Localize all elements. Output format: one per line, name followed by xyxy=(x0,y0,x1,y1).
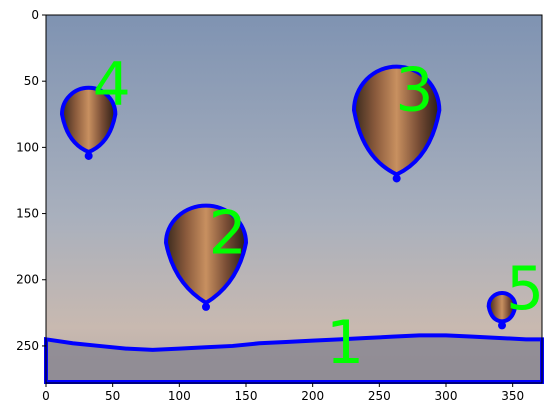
x-tick-label: 250 xyxy=(368,389,391,403)
balloon-label-5: 5 xyxy=(506,254,544,324)
balloon-5 xyxy=(486,291,518,324)
x-tick-label: 50 xyxy=(105,389,120,403)
balloon-4 xyxy=(59,85,118,155)
balloon-label-1: 1 xyxy=(326,308,364,378)
ground-contour xyxy=(44,333,544,384)
x-tick-label: 350 xyxy=(501,389,524,403)
balloon-label-2: 2 xyxy=(209,198,247,268)
balloon-basket-3 xyxy=(392,174,401,183)
x-tick-label: 300 xyxy=(435,389,458,403)
balloon-3 xyxy=(351,64,442,177)
y-tick-label: 250 xyxy=(16,339,39,353)
y-tick-label: 100 xyxy=(16,140,39,154)
x-tick-label: 150 xyxy=(235,389,258,403)
y-tick-label: 50 xyxy=(24,74,39,88)
balloon-basket-5 xyxy=(498,321,506,330)
balloon-basket-4 xyxy=(84,151,93,160)
balloon-label-4: 4 xyxy=(93,50,131,120)
axes-frame xyxy=(45,14,543,384)
plot-area: 1 2 3 4 5 xyxy=(44,15,544,384)
y-tick-label: 150 xyxy=(16,207,39,221)
axes: 0 50 100 150 200 250 300 350 0 50 100 150 200 250 xyxy=(16,8,543,403)
balloon-basket-2 xyxy=(202,302,210,311)
y-tick-label: 200 xyxy=(16,273,39,287)
y-tick-label: 0 xyxy=(31,8,39,22)
balloon-2 xyxy=(163,203,249,306)
ground-region xyxy=(46,335,542,383)
x-tick-label: 0 xyxy=(42,389,50,403)
sky-background xyxy=(46,15,542,383)
x-tick-label: 200 xyxy=(301,389,324,403)
balloon-label-3: 3 xyxy=(395,55,433,125)
x-tick-label: 100 xyxy=(168,389,191,403)
